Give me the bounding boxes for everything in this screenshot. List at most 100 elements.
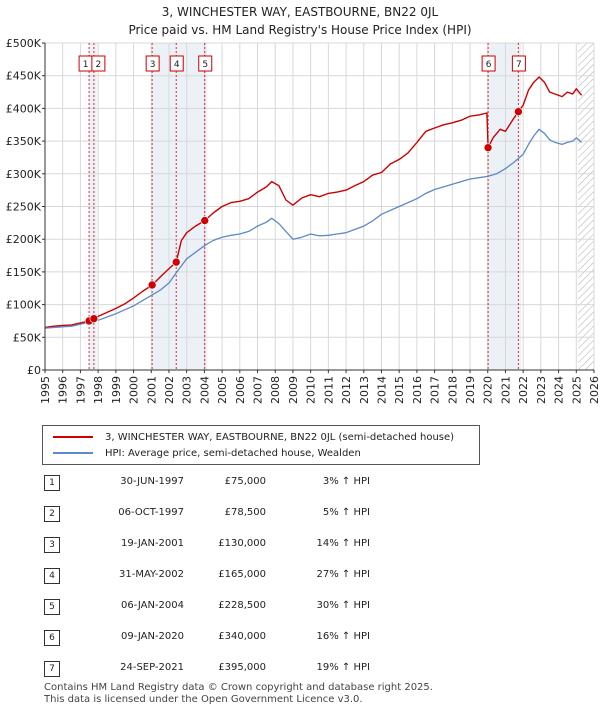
legend-item-hpi: HPI: Average price, semi-detached house,… [53,445,361,461]
row-number: 2 [44,506,60,522]
sale-label-box [198,55,213,72]
row-hpi: 30% ↑ HPI [316,600,370,611]
x-tick-label: 2003 [181,376,194,404]
x-tick-label: 2018 [446,376,459,404]
x-tick-label: 2017 [429,376,442,404]
sale-label-number: 1 [83,60,89,70]
row-price: £78,500 [224,507,266,518]
y-tick-label: £450K [6,70,42,83]
x-tick-label: 1995 [39,376,52,404]
x-tick-label: 2019 [464,376,477,404]
legend: 3, WINCHESTER WAY, EASTBOURNE, BN22 0JL … [42,425,480,465]
x-tick-label: 2021 [499,376,512,404]
row-number: 4 [44,568,60,584]
sale-label-box [91,55,106,72]
table-row: 5 06-JAN-2004 £228,500 30% ↑ HPI [0,593,600,621]
sale-label-number: 7 [516,60,522,70]
row-number: 3 [44,537,60,553]
sale-label-box [145,55,160,72]
x-tick-label: 2009 [287,376,300,404]
y-tick-label: £350K [6,135,42,148]
x-tick-label: 2026 [588,376,600,404]
sale-marker [483,143,493,152]
x-tick-label: 2015 [393,376,406,404]
x-tick-label: 2014 [375,376,388,404]
row-date: 06-OCT-1997 [118,507,184,518]
x-tick-label: 1997 [74,376,87,404]
sale-marker [514,107,523,116]
y-tick-label: £150K [6,266,42,279]
row-price: £228,500 [218,600,266,611]
row-price: £395,000 [218,662,266,673]
sale-label-number: 4 [174,60,180,70]
sale-marker [171,257,181,267]
legend-swatch-property [53,436,93,438]
row-hpi: 27% ↑ HPI [316,569,370,580]
row-hpi: 19% ↑ HPI [316,662,370,673]
chart-title: 3, WINCHESTER WAY, EASTBOURNE, BN22 0JL [161,5,439,19]
legend-label-hpi: HPI: Average price, semi-detached house,… [105,447,361,459]
table-row: 6 09-JAN-2020 £340,000 16% ↑ HPI [0,624,600,652]
y-tick-label: £400K [6,102,42,115]
table-row: 3 19-JAN-2001 £130,000 14% ↑ HPI [0,531,600,559]
row-number: 7 [44,661,60,677]
table-row: 2 06-OCT-1997 £78,500 5% ↑ HPI [0,500,600,528]
sale-label-number: 3 [150,60,156,70]
row-date: 09-JAN-2020 [120,631,184,642]
y-tick-label: £200K [6,233,42,246]
footer: Contains HM Land Registry data © Crown c… [44,682,433,706]
x-tick-label: 2010 [305,376,318,404]
row-date: 30-JUN-1997 [120,476,184,487]
row-price: £165,000 [218,569,266,580]
x-tick-label: 1998 [92,376,105,404]
sale-marker [147,280,157,290]
x-tick-label: 2023 [535,376,548,404]
x-tick-label: 2013 [358,376,371,404]
row-date: 19-JAN-2001 [120,538,184,549]
chart-subtitle: Price paid vs. HM Land Registry's House … [128,23,472,37]
y-tick-label: £300K [6,168,42,181]
x-tick-label: 2016 [411,376,424,404]
table-row: 1 30-JUN-1997 £75,000 3% ↑ HPI [0,469,600,497]
footer-line-1: Contains HM Land Registry data © Crown c… [44,682,433,693]
table-row: 7 24-SEP-2021 £395,000 19% ↑ HPI [0,655,600,683]
x-tick-label: 2012 [340,376,353,404]
y-tick-label: £250K [6,201,42,214]
row-hpi: 3% ↑ HPI [322,476,370,487]
sale-label-number: 2 [96,60,102,70]
x-tick-label: 2002 [163,376,176,404]
x-tick-label: 1999 [110,376,123,404]
y-tick-label: £0 [27,364,41,377]
sale-label-number: 5 [202,60,208,70]
y-tick-label: £500K [6,37,42,50]
row-price: £75,000 [224,476,266,487]
table-row: 4 31-MAY-2002 £165,000 27% ↑ HPI [0,562,600,590]
x-tick-label: 1996 [57,376,70,404]
row-date: 31-MAY-2002 [118,569,184,580]
legend-swatch-hpi [53,452,93,454]
sale-label-box [169,55,184,72]
row-number: 1 [44,475,60,491]
x-tick-label: 2011 [322,376,335,404]
sale-marker [89,314,99,323]
x-tick-label: 2005 [216,376,229,404]
row-hpi: 5% ↑ HPI [322,507,370,518]
row-date: 24-SEP-2021 [120,662,184,673]
row-number: 5 [44,599,60,615]
x-tick-label: 2007 [252,376,265,404]
x-tick-label: 2022 [517,376,530,404]
sale-label-box [481,55,496,72]
row-hpi: 14% ↑ HPI [316,538,370,549]
footer-line-2: This data is licensed under the Open Gov… [44,694,363,705]
y-tick-label: £50K [13,331,42,344]
row-price: £340,000 [218,631,266,642]
legend-label-property: 3, WINCHESTER WAY, EASTBOURNE, BN22 0JL … [105,431,455,443]
sale-marker [200,216,210,225]
sale-label-number: 6 [486,60,492,70]
sale-label-box [511,55,526,72]
row-number: 6 [44,630,60,646]
x-tick-label: 2024 [553,376,566,404]
x-tick-label: 2025 [570,376,583,404]
x-tick-label: 2020 [482,376,495,404]
